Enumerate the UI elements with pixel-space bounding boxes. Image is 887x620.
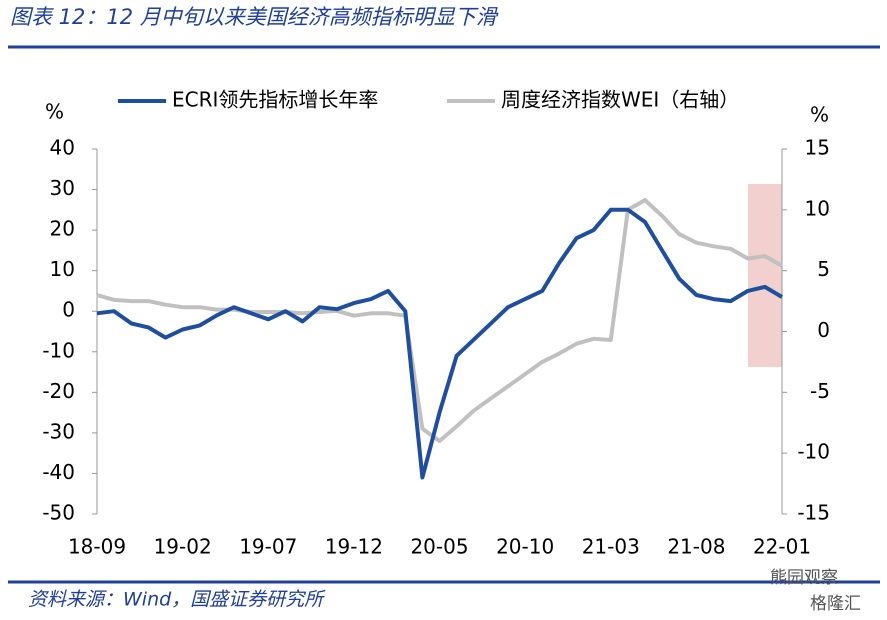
y-tick-label: 30 [50, 176, 75, 200]
y2-tick-label: -5 [810, 379, 830, 403]
legend-label: 周度经济指数WEI（右轴） [501, 88, 739, 112]
source: 资料来源：Wind，国盛证券研究所 [28, 589, 326, 611]
series-line [96, 207, 784, 480]
y-axis-label: % [45, 100, 64, 124]
y-tick-label: 10 [50, 257, 75, 281]
x-tick-label: 20-10 [496, 535, 554, 559]
x-tick-label: 19-12 [325, 535, 383, 559]
y2-tick-label: 5 [817, 257, 830, 281]
x-tick-label: 20-05 [410, 535, 468, 559]
x-tick-label: 21-03 [582, 535, 640, 559]
y2-tick-label: 10 [805, 196, 830, 220]
highlight [748, 184, 782, 367]
x-tick-label: 18-09 [68, 535, 126, 559]
y-tick-label: -50 [42, 501, 75, 525]
watermark: 熊园观察 [770, 568, 838, 588]
y-tick-label: -30 [42, 419, 75, 443]
y-tick-label: 40 [50, 136, 75, 160]
y-tick-label: 20 [50, 217, 75, 241]
x-tick-label: 19-02 [154, 535, 212, 559]
y-tick-label: -10 [42, 338, 75, 362]
y-tick-label: -40 [42, 460, 75, 484]
series-line [96, 198, 783, 443]
y2-tick-label: -15 [797, 501, 830, 525]
y-tick-label: -20 [42, 379, 75, 403]
y2-tick-label: 15 [805, 136, 830, 160]
x-tick-label: 19-07 [239, 535, 297, 559]
logo: 格隆汇 [810, 594, 861, 614]
y2-tick-label: -10 [797, 440, 830, 464]
x-tick-label: 22-01 [753, 535, 811, 559]
y-tick-label: 0 [62, 298, 75, 322]
y2-tick-label: 0 [817, 318, 830, 342]
y2-axis-label: % [810, 103, 829, 127]
legend-label: ECRI领先指标增长年率 [172, 88, 378, 112]
x-tick-label: 21-08 [667, 535, 725, 559]
chart-title: 图表 12：12 月中旬以来美国经济高频指标明显下滑 [10, 5, 499, 29]
